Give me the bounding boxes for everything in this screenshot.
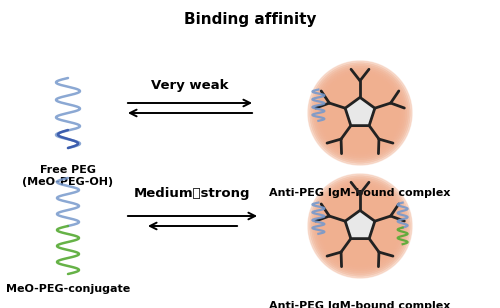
Circle shape — [338, 91, 382, 136]
Circle shape — [332, 198, 388, 254]
Text: Very weak: Very weak — [151, 79, 229, 92]
Circle shape — [344, 97, 376, 129]
Circle shape — [330, 197, 390, 255]
Circle shape — [346, 99, 374, 127]
Circle shape — [356, 223, 364, 229]
Circle shape — [316, 70, 404, 156]
Circle shape — [318, 71, 402, 155]
Circle shape — [341, 207, 379, 245]
Polygon shape — [345, 97, 375, 126]
Circle shape — [352, 217, 368, 235]
Circle shape — [308, 61, 412, 165]
Circle shape — [358, 224, 362, 228]
Circle shape — [350, 216, 370, 237]
Circle shape — [352, 104, 368, 122]
Circle shape — [342, 209, 378, 243]
Circle shape — [348, 214, 372, 238]
Circle shape — [315, 68, 405, 158]
Circle shape — [322, 75, 398, 151]
Circle shape — [313, 66, 407, 160]
Circle shape — [350, 103, 370, 124]
Circle shape — [336, 202, 384, 250]
Text: Binding affinity: Binding affinity — [184, 12, 316, 27]
Circle shape — [353, 219, 367, 233]
Circle shape — [346, 212, 374, 240]
Text: Medium～strong: Medium～strong — [134, 187, 250, 200]
Circle shape — [308, 174, 412, 278]
Circle shape — [315, 181, 405, 271]
Circle shape — [334, 200, 386, 252]
Circle shape — [326, 191, 394, 261]
Circle shape — [334, 87, 386, 139]
Circle shape — [313, 179, 407, 273]
Circle shape — [327, 80, 393, 146]
Text: Anti-PEG IgM-bound complex: Anti-PEG IgM-bound complex — [270, 188, 450, 198]
Circle shape — [356, 110, 364, 116]
Circle shape — [355, 108, 365, 118]
Circle shape — [312, 177, 408, 274]
Circle shape — [310, 176, 410, 276]
Text: Anti-PEG IgM-bound complex: Anti-PEG IgM-bound complex — [270, 301, 450, 308]
Circle shape — [344, 210, 376, 241]
Text: MeO-PEG-conjugate: MeO-PEG-conjugate — [6, 284, 130, 294]
Text: Free PEG
(MeO-PEG-OH): Free PEG (MeO-PEG-OH) — [22, 165, 114, 187]
Circle shape — [312, 64, 408, 161]
Circle shape — [353, 106, 367, 120]
Circle shape — [339, 92, 381, 134]
Polygon shape — [345, 210, 375, 239]
Circle shape — [320, 73, 400, 153]
Circle shape — [326, 78, 394, 148]
Circle shape — [324, 77, 396, 149]
Circle shape — [330, 83, 390, 143]
Circle shape — [355, 221, 365, 231]
Circle shape — [342, 96, 378, 130]
Circle shape — [339, 205, 381, 247]
Circle shape — [329, 195, 391, 257]
Circle shape — [318, 184, 402, 268]
Circle shape — [327, 193, 393, 259]
Circle shape — [332, 85, 388, 141]
Circle shape — [341, 94, 379, 132]
Circle shape — [329, 82, 391, 144]
Circle shape — [338, 204, 382, 249]
Circle shape — [310, 63, 410, 163]
Circle shape — [348, 101, 372, 125]
Circle shape — [324, 190, 396, 262]
Circle shape — [358, 111, 362, 115]
Circle shape — [322, 188, 398, 264]
Circle shape — [316, 183, 404, 269]
Circle shape — [320, 186, 400, 266]
Circle shape — [336, 89, 384, 137]
